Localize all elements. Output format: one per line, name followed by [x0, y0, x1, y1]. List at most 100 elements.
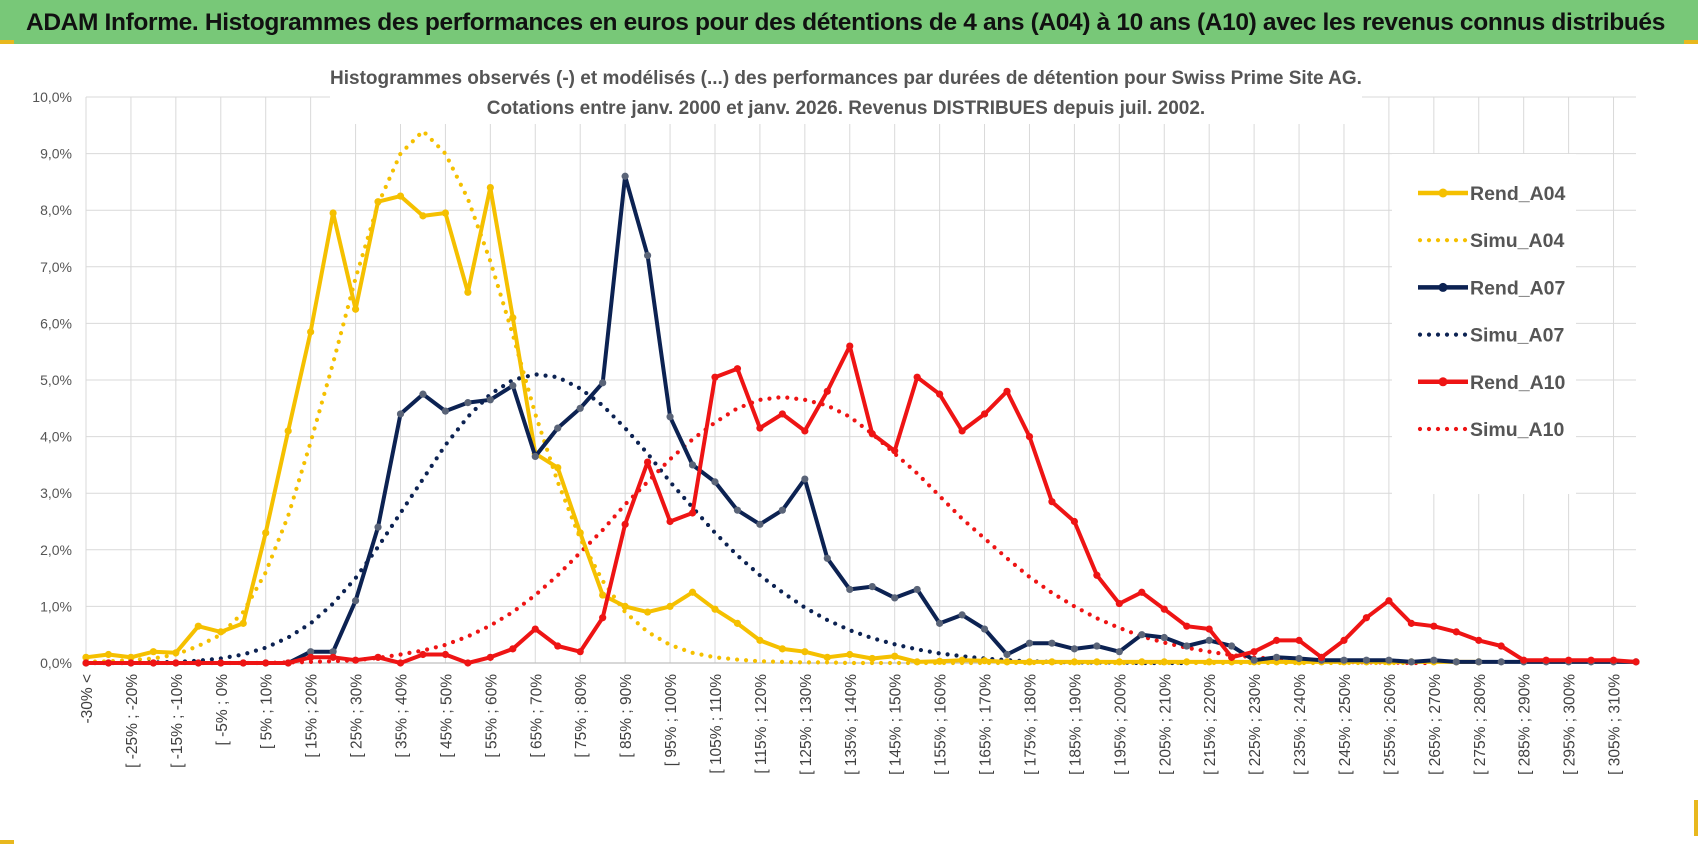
data-point	[711, 605, 719, 613]
data-point	[374, 198, 382, 206]
data-point	[980, 625, 989, 633]
data-point	[621, 602, 629, 611]
data-point	[464, 659, 472, 667]
x-tick-label: [ 225% ; 230%	[1247, 674, 1264, 775]
data-point	[149, 648, 157, 656]
x-tick-label: [ 35% ; 40%	[393, 674, 410, 758]
data-point	[1205, 625, 1213, 633]
data-point	[936, 657, 944, 665]
data-point	[464, 288, 472, 296]
data-point	[643, 608, 652, 616]
data-point	[149, 659, 157, 667]
x-tick-label: [ 145% ; 150%	[888, 674, 905, 775]
data-point	[801, 427, 809, 435]
data-point	[1542, 656, 1550, 664]
y-tick-label: 10,0%	[32, 89, 72, 105]
x-tick-label: [ 195% ; 200%	[1112, 674, 1129, 775]
data-point	[262, 659, 270, 667]
data-point	[82, 659, 90, 667]
x-tick-label: [ 85% ; 90%	[618, 674, 635, 758]
data-point	[666, 602, 674, 611]
data-point	[1070, 645, 1079, 653]
data-point	[1475, 636, 1483, 644]
x-tick-label: [ 95% ; 100%	[663, 674, 680, 766]
y-tick-label: 9,0%	[40, 146, 72, 162]
x-tick-label: [ 155% ; 160%	[933, 674, 950, 775]
data-point	[868, 430, 876, 438]
banner-title: ADAM Informe. Histogrammes des performan…	[0, 0, 1698, 44]
x-tick-label: [ 175% ; 180%	[1022, 674, 1039, 775]
data-point	[104, 659, 113, 667]
data-point	[396, 659, 405, 667]
data-point	[756, 636, 764, 644]
data-point	[1228, 653, 1236, 661]
data-point	[1295, 654, 1303, 663]
data-point	[1093, 571, 1101, 579]
data-point	[643, 251, 652, 260]
data-point	[531, 625, 539, 633]
x-tick-label: [ 165% ; 170%	[978, 674, 995, 775]
x-tick-label: [ 75% ; 80%	[573, 674, 590, 758]
chart-title-line-2: Cotations entre janv. 2000 et janv. 2026…	[487, 98, 1205, 119]
legend-label: Simu_A10	[1470, 419, 1564, 441]
x-tick-label: [ 295% ; 300%	[1562, 674, 1579, 775]
data-point	[778, 410, 786, 418]
data-point	[711, 478, 719, 486]
data-point	[936, 390, 944, 398]
data-point	[1160, 605, 1168, 613]
data-point	[441, 209, 450, 217]
data-point	[1138, 658, 1146, 666]
chart-title-background	[330, 60, 1362, 124]
data-point	[980, 410, 989, 418]
legend-marker	[1438, 188, 1448, 198]
data-point	[733, 506, 742, 514]
data-point	[172, 649, 180, 657]
data-point	[913, 658, 921, 666]
data-point	[1183, 622, 1191, 630]
data-point	[846, 585, 854, 594]
data-point	[351, 597, 360, 605]
data-point	[1295, 636, 1303, 644]
data-point	[823, 653, 831, 661]
x-tick-label: [ 235% ; 240%	[1292, 674, 1309, 775]
x-tick-label: [ 275% ; 280%	[1472, 674, 1489, 775]
data-point	[441, 650, 450, 659]
legend-label: Simu_A04	[1470, 230, 1564, 252]
legend-label: Rend_A07	[1470, 277, 1565, 299]
data-point	[823, 554, 831, 562]
corner-accent	[1694, 800, 1698, 836]
data-point	[599, 614, 607, 622]
data-point	[284, 659, 292, 667]
data-point	[666, 517, 674, 526]
data-point	[599, 591, 607, 599]
data-point	[1497, 642, 1505, 650]
x-tick-label: [ -5% ; 0%	[214, 674, 231, 746]
data-point	[1115, 658, 1123, 666]
data-point	[329, 209, 337, 217]
data-point	[913, 373, 921, 381]
data-point	[958, 656, 966, 664]
y-tick-label: 8,0%	[40, 202, 72, 218]
data-point	[599, 379, 607, 387]
data-point	[284, 427, 292, 435]
series-line-rend_a07	[86, 174, 1636, 665]
data-point	[891, 652, 899, 660]
data-point	[486, 396, 494, 404]
x-tick-label: [ 265% ; 270%	[1427, 674, 1444, 775]
data-point	[1609, 656, 1618, 664]
legend-background	[1392, 154, 1576, 494]
x-tick-label: [ 45% ; 50%	[438, 674, 455, 758]
data-point	[1475, 658, 1483, 666]
data-point	[1340, 656, 1348, 664]
y-tick-label: 7,0%	[40, 259, 72, 275]
data-point	[778, 645, 786, 653]
series-line-rend_a10	[86, 344, 1637, 665]
x-tick-label: [ 305% ; 310%	[1607, 674, 1624, 775]
x-tick-label: [ 65% ; 70%	[528, 674, 545, 758]
data-point	[419, 650, 427, 659]
data-point	[329, 653, 337, 661]
y-axis: 0,0% 1,0% 2,0% 3,0% 4,0% 5,0% 6,0% 7,0% 8,0% 9,0%…	[32, 89, 72, 671]
data-point	[711, 373, 719, 381]
data-point	[307, 653, 315, 661]
x-tick-label: [ 205% ; 210%	[1157, 674, 1174, 775]
